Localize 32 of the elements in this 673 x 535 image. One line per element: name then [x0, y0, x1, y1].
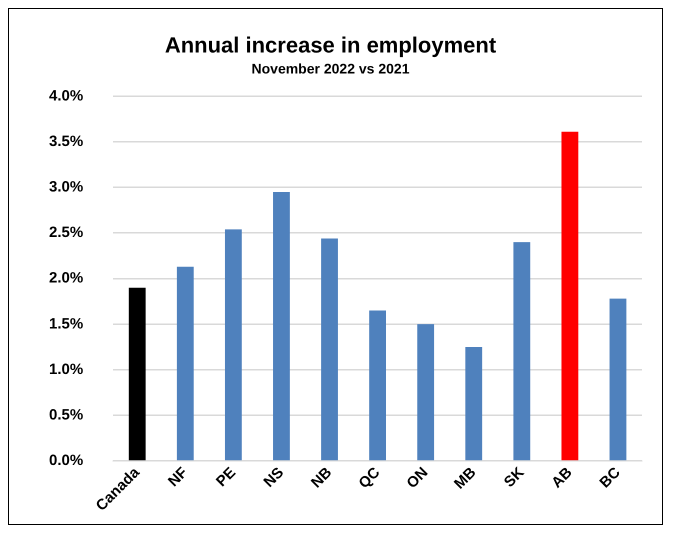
bar — [321, 238, 338, 460]
chart-subtitle: November 2022 vs 2021 — [252, 60, 410, 77]
bar — [513, 242, 530, 460]
y-tick-label: 1.5% — [48, 315, 84, 332]
y-tick-label: 3.5% — [48, 132, 84, 150]
bar — [176, 266, 194, 460]
x-tick-label: BC — [596, 464, 624, 492]
bar — [273, 192, 290, 460]
x-tick-label: MB — [450, 464, 480, 493]
y-tick-label: 0.0% — [48, 452, 84, 470]
x-tick-label: NB — [308, 464, 336, 492]
bar — [561, 132, 578, 460]
y-tick-label: 2.5% — [48, 224, 84, 242]
x-tick-label: PE — [212, 464, 240, 490]
y-tick-label: 1.0% — [48, 360, 84, 378]
bar — [224, 229, 242, 460]
y-tick-label: 0.5% — [48, 406, 84, 424]
bar — [369, 310, 386, 460]
y-tick-label: 2.0% — [48, 270, 84, 287]
bar — [465, 346, 482, 460]
x-tick-label: QC — [355, 464, 384, 492]
x-tick-label: ON — [403, 464, 432, 492]
x-tick-label: SK — [500, 464, 528, 491]
x-tick-label: NF — [164, 464, 192, 490]
y-tick-label: 3.0% — [48, 178, 84, 196]
bar — [417, 324, 434, 460]
chart-title: Annual increase in employment — [164, 32, 497, 58]
x-tick-label: NS — [260, 464, 288, 491]
bar — [610, 298, 626, 460]
x-tick-label: AB — [548, 464, 576, 492]
bar — [128, 288, 146, 460]
y-tick-label: 4.0% — [48, 87, 84, 104]
